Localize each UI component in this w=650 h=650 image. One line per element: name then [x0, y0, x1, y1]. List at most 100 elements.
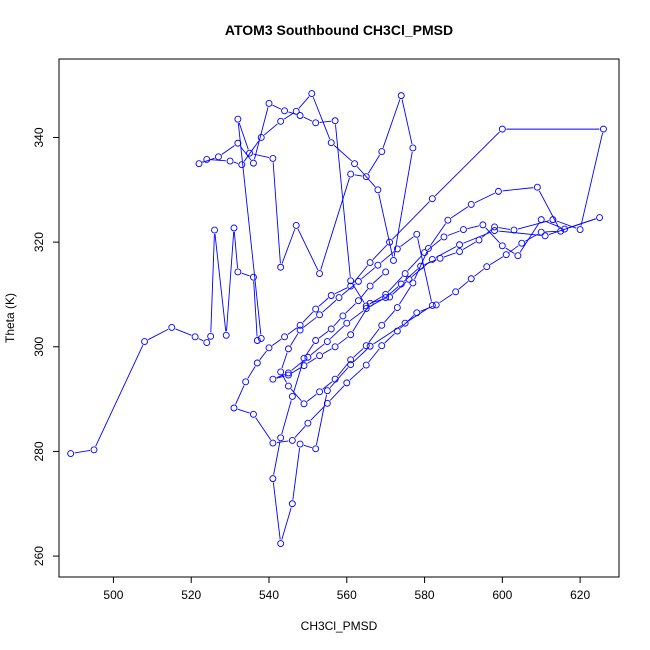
data-point — [316, 352, 324, 360]
data-point — [354, 297, 362, 305]
data-point — [436, 254, 444, 262]
data-point — [393, 245, 401, 253]
data-point — [300, 354, 308, 362]
data-point — [537, 216, 545, 224]
series-segment — [281, 400, 292, 435]
data-point — [281, 107, 289, 115]
series-segment — [291, 367, 301, 374]
series-segment — [517, 220, 550, 230]
data-point — [230, 404, 238, 412]
series-segment — [329, 367, 349, 389]
series-segment — [272, 104, 282, 110]
data-point — [191, 333, 199, 341]
data-point — [292, 221, 300, 229]
data-point — [316, 388, 324, 396]
series-segment — [368, 348, 380, 363]
data-point — [207, 332, 215, 340]
data-point — [498, 125, 506, 133]
data-point — [456, 248, 464, 255]
y-tick-label: 300 — [32, 336, 46, 356]
data-point — [238, 161, 246, 169]
series-segment — [467, 225, 480, 230]
data-point — [269, 154, 277, 162]
data-point — [397, 280, 405, 288]
data-point — [284, 382, 292, 390]
series-layer — [67, 90, 607, 547]
data-point — [467, 201, 475, 208]
data-point — [288, 436, 296, 444]
data-point — [362, 305, 370, 313]
series-segment — [198, 338, 204, 342]
data-point — [308, 90, 316, 97]
series-segment — [393, 151, 413, 257]
data-point — [339, 312, 347, 320]
data-point — [284, 345, 292, 353]
data-point — [246, 149, 254, 157]
data-point — [362, 342, 370, 350]
series-segment — [352, 284, 365, 303]
data-point — [413, 230, 421, 238]
series-segment — [334, 287, 348, 295]
data-point — [312, 305, 320, 313]
data-point — [354, 277, 362, 285]
series-segment — [337, 362, 349, 377]
data-point — [428, 301, 436, 309]
series-segment — [408, 307, 430, 322]
series-segment — [450, 206, 469, 219]
data-point — [502, 251, 510, 259]
data-point — [510, 226, 518, 234]
x-tick-label: 540 — [259, 588, 279, 602]
data-point — [347, 282, 355, 290]
series-segment — [345, 303, 356, 314]
data-point — [413, 309, 421, 317]
series-segment — [241, 272, 250, 277]
series-segment — [302, 311, 314, 323]
data-point — [366, 259, 374, 266]
series-segment — [498, 227, 511, 230]
data-point — [483, 263, 491, 271]
series-segment — [380, 251, 395, 263]
y-tick-label: 280 — [32, 441, 46, 461]
series-segment — [287, 327, 298, 335]
series-segment — [361, 267, 376, 280]
data-point — [417, 262, 425, 270]
data-point — [242, 378, 250, 386]
data-point — [249, 273, 257, 281]
series-segment — [498, 230, 542, 236]
series-segment — [281, 507, 292, 540]
data-point — [90, 446, 98, 454]
x-tick-label: 520 — [181, 588, 201, 602]
series-segment — [335, 124, 351, 277]
series-segment — [399, 315, 415, 329]
series-segment — [369, 299, 383, 308]
series-segment — [290, 333, 299, 346]
series-segment — [485, 227, 500, 244]
data-point — [401, 319, 409, 327]
series-segment — [312, 97, 331, 140]
data-point — [557, 227, 565, 235]
series-segment — [259, 350, 267, 361]
series-segment — [74, 450, 91, 454]
data-point — [366, 342, 374, 350]
data-point — [389, 256, 397, 264]
data-point — [541, 232, 549, 240]
series-segment — [509, 245, 519, 253]
data-point — [323, 338, 331, 345]
series-segment — [392, 201, 430, 240]
data-point — [409, 279, 417, 287]
series-segment — [447, 230, 460, 236]
data-point — [323, 399, 331, 407]
data-point — [362, 173, 370, 181]
data-point — [393, 304, 401, 311]
data-point — [277, 368, 285, 376]
data-point — [498, 242, 506, 250]
data-point — [335, 294, 343, 302]
series-segment — [255, 417, 272, 440]
series-segment — [292, 448, 301, 500]
series-segment — [233, 161, 239, 164]
series-segment — [545, 230, 557, 233]
series-segment — [272, 338, 282, 346]
data-point — [277, 117, 285, 125]
data-point — [378, 148, 386, 156]
series-segment — [333, 145, 352, 162]
